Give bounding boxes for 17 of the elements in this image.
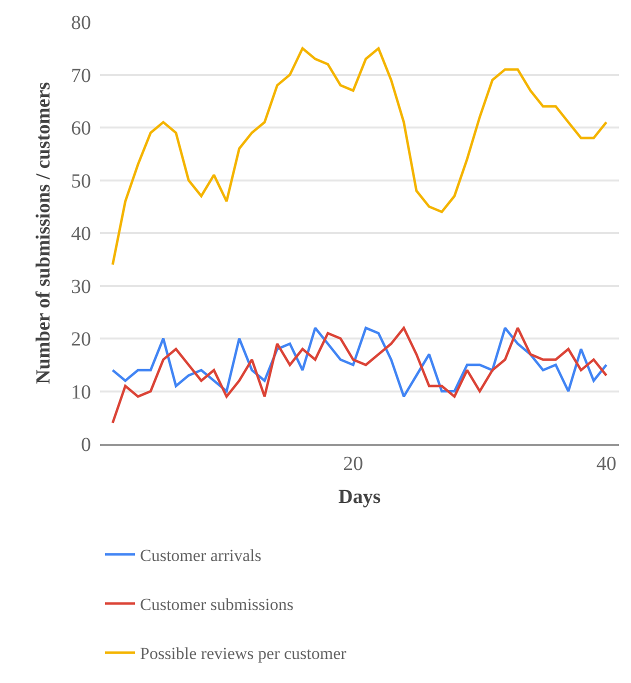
y-tick-label: 60 xyxy=(71,118,91,140)
y-tick-label: 70 xyxy=(71,64,91,87)
legend-label: Customer arrivals xyxy=(140,546,262,566)
y-tick-label: 20 xyxy=(71,328,91,350)
y-tick-label: 30 xyxy=(71,276,91,298)
y-axis-title: Number of submissions / customers xyxy=(32,82,54,384)
y-tick-label: 80 xyxy=(71,12,91,34)
line-series xyxy=(111,326,608,424)
legend-label: Possible reviews per customer xyxy=(140,644,347,664)
y-tick-label: 50 xyxy=(71,170,91,192)
y-tick-label: 0 xyxy=(81,434,91,456)
y-tick-label: 10 xyxy=(71,381,91,404)
x-axis-title: Days xyxy=(338,486,381,508)
line-series xyxy=(111,47,608,266)
line-series xyxy=(111,326,608,398)
legend-label: Customer submissions xyxy=(140,595,294,614)
y-tick-label: 40 xyxy=(71,223,91,245)
